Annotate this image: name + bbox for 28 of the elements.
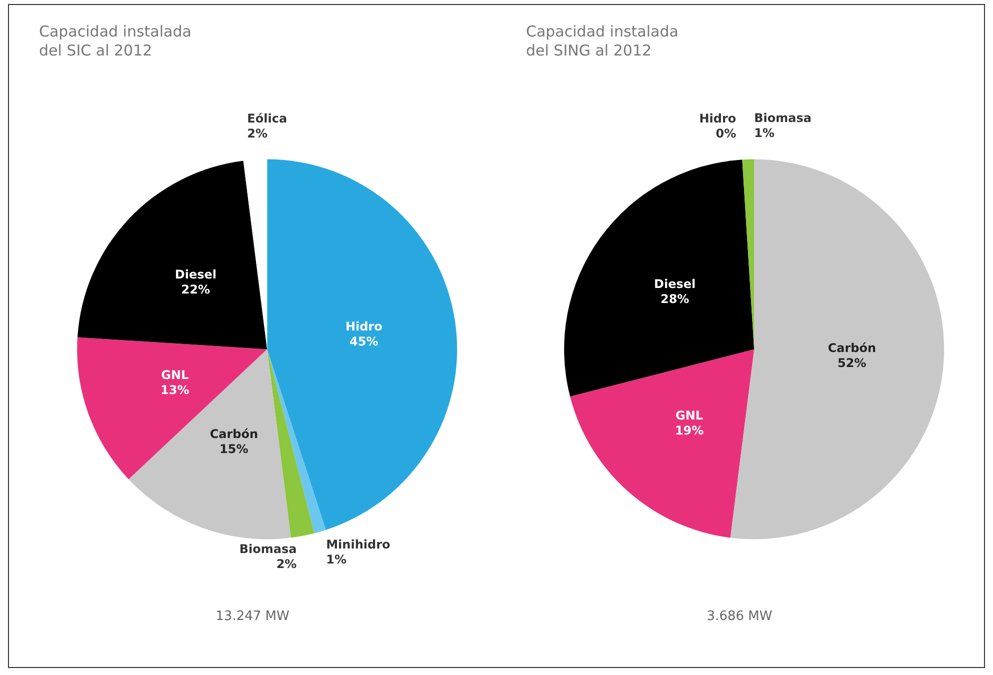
data-label: 52%: [838, 356, 866, 370]
data-label: 13%: [160, 382, 190, 397]
chart-title: Capacidad instalada del SIC al 2012: [39, 22, 192, 60]
slice-label: Diesel: [654, 277, 696, 292]
data-label: 15%: [220, 442, 248, 456]
slice-label: GNL: [161, 368, 190, 382]
slice-label: Eólica: [247, 111, 288, 126]
data-label: 22%: [181, 282, 210, 297]
data-label: 2%: [276, 556, 297, 571]
data-label: 2%: [247, 126, 268, 140]
data-label: 28%: [660, 292, 690, 306]
text: 3.686 MW: [706, 609, 772, 624]
slice-label: Carbón: [210, 426, 258, 441]
data-label: 19%: [674, 423, 704, 438]
slice-label: Carbón: [828, 340, 876, 355]
data-label: 45%: [350, 334, 378, 348]
slice-label: GNL: [676, 408, 704, 422]
slice-label: Biomasa: [239, 542, 297, 556]
slice-label: Diesel: [174, 268, 216, 282]
text: 13.247 MW: [216, 609, 290, 624]
slice-label: Hidro: [345, 319, 382, 334]
chart-title: Capacidad instalada del SING al 2012: [526, 22, 678, 60]
text: 0%: [716, 126, 736, 140]
data-label: 1%: [326, 552, 346, 567]
slice-label: Minihidro: [326, 538, 390, 552]
slice-label: Biomasa: [754, 111, 812, 126]
data-label: 1%: [754, 126, 775, 140]
category-label: Hidro: [699, 111, 736, 126]
